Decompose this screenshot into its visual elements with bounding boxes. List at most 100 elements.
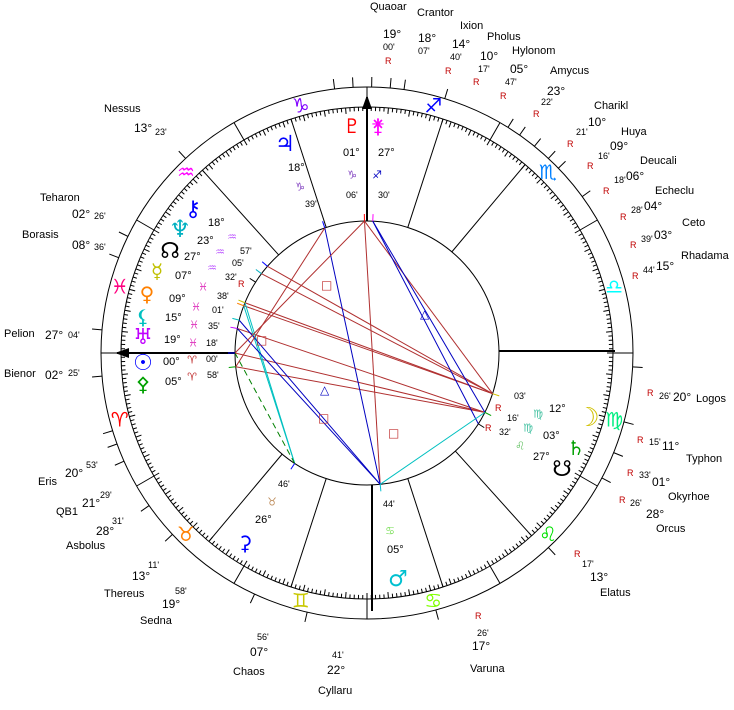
degree-tick — [498, 146, 502, 151]
degree-tick — [232, 555, 236, 560]
degree-tick — [587, 450, 592, 454]
degree-tick — [563, 211, 569, 216]
degree-tick — [123, 386, 128, 388]
degree-tick — [247, 564, 251, 569]
mercury-minutes: 38' — [217, 291, 229, 301]
sign-divider — [489, 565, 501, 584]
echeclu-degree: 04° — [644, 199, 663, 213]
degree-tick — [298, 585, 301, 590]
degree-tick — [557, 501, 562, 505]
saturn-retrograde: R — [495, 403, 502, 413]
hylonom-minutes: 47' — [505, 77, 517, 87]
degree-tick — [274, 124, 277, 129]
degree-tick — [181, 511, 185, 515]
aspect-line-square — [364, 220, 493, 394]
degree-tick — [597, 276, 602, 279]
jupiter-sign-icon: ♑ — [295, 180, 305, 194]
deucali-retrograde: R — [603, 186, 610, 196]
aspect-line-square — [243, 305, 493, 395]
borasis-name: Borasis — [22, 229, 59, 241]
degree-tick — [222, 548, 226, 553]
degree-tick — [211, 540, 216, 545]
degree-tick — [518, 161, 523, 166]
degree-tick — [147, 240, 152, 244]
jupiter-icon: ♃ — [275, 132, 295, 157]
okyrhoe-minutes: 33' — [639, 470, 651, 480]
rhadama-degree: 15° — [656, 259, 675, 273]
degree-tick — [433, 116, 436, 121]
degree-tick — [254, 568, 258, 573]
ceto-degree: 03° — [654, 228, 673, 242]
body-leader-line — [107, 443, 118, 448]
degree-tick — [425, 114, 427, 119]
echeclu-minutes: 28' — [631, 205, 643, 215]
degree-tick — [243, 560, 248, 567]
orcus-degree: 28° — [646, 507, 665, 521]
degree-tick — [178, 194, 184, 200]
body-leader-line — [114, 460, 125, 466]
degree-tick — [147, 462, 152, 466]
degree-tick — [319, 590, 322, 595]
ceres-minutes: 46' — [278, 479, 290, 489]
degree-tick — [328, 109, 330, 115]
sun-minutes: 00' — [206, 354, 218, 364]
aspect-glyph-icon: □ — [321, 278, 332, 292]
degree-tick — [531, 529, 536, 534]
degree-tick — [143, 248, 150, 253]
degree-tick — [550, 506, 556, 512]
planet-tick — [379, 484, 382, 492]
degree-tick — [464, 573, 468, 578]
degree-tick — [604, 305, 609, 308]
degree-tick — [448, 578, 452, 585]
degree-tick — [138, 443, 143, 446]
degree-tick — [445, 120, 448, 125]
pallas-degree: 05° — [165, 376, 182, 388]
logos-degree: 20° — [673, 390, 692, 404]
quaoar-degree: 19° — [383, 27, 402, 41]
planet-tick — [238, 299, 246, 304]
degree-tick — [286, 581, 289, 586]
degree-tick — [319, 111, 322, 116]
degree-tick — [515, 158, 519, 163]
degree-tick — [549, 191, 553, 195]
moon-sign-icon: ♍ — [533, 407, 543, 421]
degree-tick — [282, 121, 286, 128]
degree-tick — [437, 584, 440, 589]
venus-icon: ♀ — [139, 282, 155, 306]
degree-tick — [534, 526, 539, 531]
uranus-icon: ♅ — [133, 325, 153, 350]
degree-tick — [266, 128, 270, 133]
degree-tick — [132, 276, 137, 279]
pallas-sign-icon: ♈ — [187, 370, 197, 384]
degree-tick — [571, 480, 576, 484]
body-leader-line — [389, 78, 392, 89]
degree-tick — [491, 560, 495, 565]
degree-tick — [123, 318, 128, 320]
degree-tick — [601, 411, 606, 413]
huya-name: Huya — [621, 126, 647, 138]
degree-tick — [170, 204, 175, 208]
degree-tick — [412, 111, 415, 116]
degree-tick — [128, 411, 133, 413]
neptune-icon: ♆ — [169, 215, 191, 243]
body-leader-line — [352, 77, 354, 88]
ixion-retrograde: R — [445, 66, 452, 76]
sign-divider — [579, 219, 598, 231]
degree-tick — [501, 148, 505, 153]
sign-aries-icon: ♈ — [111, 407, 129, 431]
ceres-icon: ⚳ — [237, 531, 253, 555]
elatus-minutes: 17' — [582, 559, 594, 569]
degree-tick — [236, 144, 240, 149]
degree-tick — [195, 526, 200, 531]
pholus-degree: 10° — [480, 49, 499, 63]
body-leader-line — [249, 593, 256, 604]
varuna-minutes: 26' — [477, 628, 489, 638]
degree-tick — [125, 398, 130, 401]
degree-tick — [262, 570, 267, 577]
degree-tick — [559, 204, 564, 208]
degree-tick — [140, 447, 145, 450]
degree-tick — [508, 548, 512, 553]
hylonom-retrograde: R — [500, 91, 507, 101]
degree-tick — [158, 222, 163, 226]
sedna-degree: 19° — [162, 597, 181, 611]
